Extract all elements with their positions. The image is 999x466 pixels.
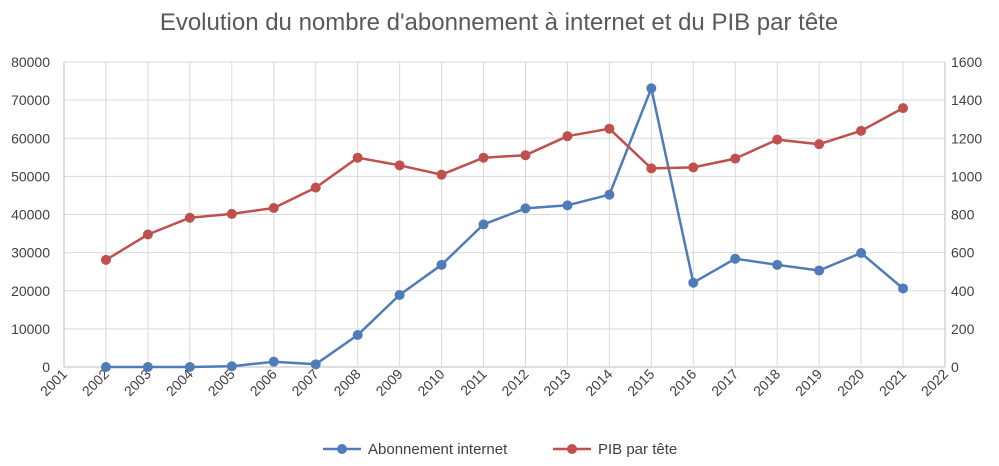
data-point <box>604 123 615 134</box>
data-point <box>814 265 825 276</box>
legend-label: PIB par tête <box>598 441 677 458</box>
data-point <box>772 259 783 270</box>
data-point <box>268 203 279 214</box>
legend-item: PIB par tête <box>553 441 677 458</box>
data-point <box>814 139 825 150</box>
data-point <box>394 160 405 171</box>
data-point <box>520 150 531 161</box>
series-2 <box>100 103 909 265</box>
legend-item: Abonnement internet <box>323 441 508 458</box>
data-point <box>310 182 321 193</box>
series-line <box>105 107 904 261</box>
series-1 <box>100 83 909 372</box>
legend: Abonnement internet PIB par tête <box>323 441 677 458</box>
data-point <box>688 277 699 288</box>
y-left-tick-label: 70000 <box>11 92 50 108</box>
data-point <box>310 359 321 370</box>
data-point <box>352 329 363 340</box>
data-point <box>856 248 867 259</box>
data-point <box>184 212 195 223</box>
data-point <box>268 356 279 367</box>
data-point <box>856 125 867 136</box>
data-point <box>562 131 573 142</box>
y-left-tick-label: 0 <box>42 359 50 375</box>
data-point <box>730 153 741 164</box>
data-point <box>394 289 405 300</box>
y-right-tick-label: 1200 <box>951 130 982 146</box>
data-point <box>478 219 489 230</box>
data-point <box>142 229 153 240</box>
y-left-tick-label: 20000 <box>11 283 50 299</box>
y-right-tick-label: 1600 <box>951 54 982 70</box>
data-point <box>352 152 363 163</box>
y-left-tick-label: 50000 <box>11 168 50 184</box>
x-tick-label: 2007 <box>288 366 321 399</box>
series-layer <box>100 83 909 372</box>
x-tick-label: 2014 <box>582 366 615 399</box>
data-point <box>436 259 447 270</box>
legend-label: Abonnement internet <box>368 441 508 458</box>
data-point <box>226 208 237 219</box>
data-point <box>520 203 531 214</box>
data-point <box>184 362 195 372</box>
data-point <box>478 152 489 163</box>
x-tick-label: 2011 <box>457 366 490 399</box>
x-tick-label: 2010 <box>414 366 447 399</box>
y-left-tick-label: 80000 <box>11 54 50 70</box>
x-tick-label: 2017 <box>708 366 741 399</box>
x-tick-label: 2018 <box>750 366 783 399</box>
x-tick-label: 2015 <box>624 366 657 399</box>
data-point <box>436 169 447 180</box>
gridlines <box>63 61 946 368</box>
y-right-tick-label: 200 <box>951 321 975 337</box>
data-point <box>100 362 111 372</box>
series-line <box>106 87 904 369</box>
x-tick-label: 2006 <box>247 366 280 399</box>
y-right-tick-label: 800 <box>951 207 975 223</box>
x-tick-label: 2019 <box>792 366 825 399</box>
data-point <box>646 163 657 174</box>
data-point <box>100 254 111 265</box>
data-point <box>226 361 237 372</box>
axes: 0100002000030000400005000060000700008000… <box>11 54 982 399</box>
y-left-tick-label: 60000 <box>11 130 50 146</box>
y-right-tick-label: 1000 <box>951 168 982 184</box>
x-tick-label: 2016 <box>666 366 699 399</box>
x-tick-label: 2020 <box>834 366 867 399</box>
y-right-tick-label: 400 <box>951 283 975 299</box>
y-left-tick-label: 10000 <box>11 321 50 337</box>
y-right-tick-label: 1400 <box>951 92 982 108</box>
x-tick-label: 2009 <box>372 366 405 399</box>
data-point <box>646 83 657 94</box>
chart-title: Evolution du nombre d'abonnement à inter… <box>160 9 838 36</box>
y-right-tick-label: 600 <box>951 245 975 261</box>
data-point <box>562 200 573 211</box>
data-point <box>730 253 741 264</box>
data-point <box>898 103 909 114</box>
legend-marker <box>567 444 577 454</box>
x-tick-label: 2013 <box>540 366 573 399</box>
x-tick-label: 2008 <box>330 366 363 399</box>
y-right-tick-label: 0 <box>951 359 959 375</box>
x-tick-label: 2022 <box>918 366 951 399</box>
data-point <box>142 362 153 372</box>
y-left-tick-label: 30000 <box>11 245 50 261</box>
data-point <box>688 162 699 173</box>
y-left-tick-label: 40000 <box>11 207 50 223</box>
data-point <box>898 283 909 294</box>
data-point <box>772 134 783 145</box>
x-tick-label: 2012 <box>498 366 531 399</box>
x-tick-label: 2021 <box>876 366 909 399</box>
legend-marker <box>337 444 347 454</box>
data-point <box>604 189 615 200</box>
